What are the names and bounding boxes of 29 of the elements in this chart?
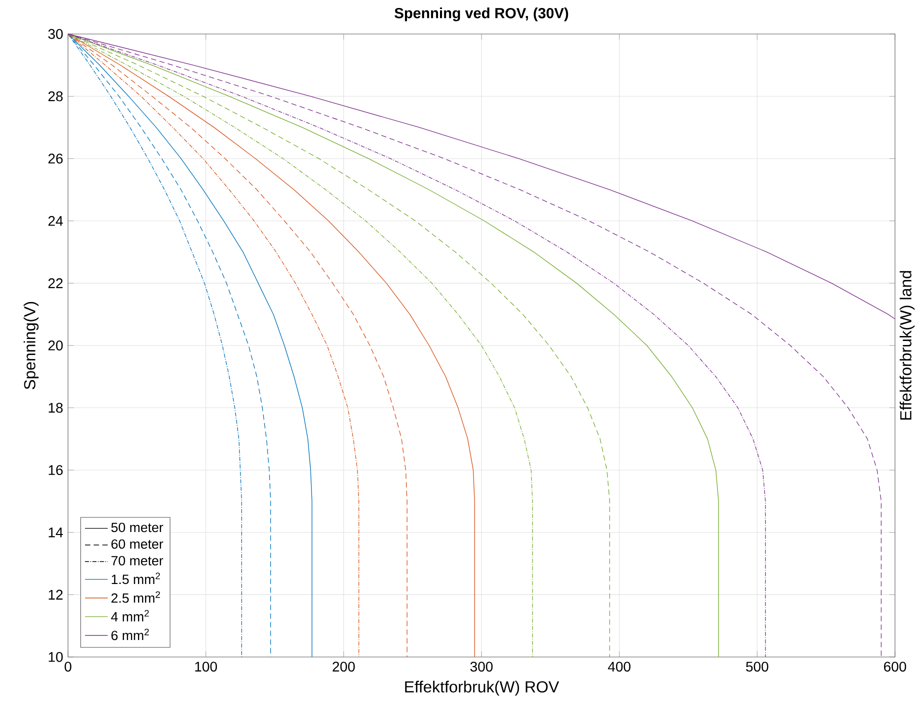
x-tick-label: 300 [470, 662, 493, 672]
y-tick-label: 30 [48, 29, 63, 39]
legend-label: 2.5 mm$^{2}$ [111, 591, 160, 603]
y-tick-label: 14 [48, 528, 63, 538]
y-tick-label: 24 [48, 216, 63, 226]
legend-label: 4 mm$^{2}$ [111, 610, 149, 622]
legend-label: 70 meter [111, 556, 164, 566]
x-tick-label: 100 [195, 662, 217, 672]
y2-axis-title: Effektforbruk(W) land [900, 271, 915, 420]
legend-label: 1.5 mm$^{2}$ [112, 572, 160, 584]
y-tick-label: 26 [48, 154, 63, 164]
y-tick-label: 20 [48, 340, 63, 350]
y-tick-label: 28 [48, 91, 63, 102]
x-axis-title: Effektforbruk(W) ROV [405, 680, 560, 696]
legend-label: 50 meter [111, 522, 164, 532]
x-tick-label: 400 [608, 662, 630, 672]
y-tick-label: 12 [48, 590, 63, 600]
y-axis-title: Spenning(V) [24, 302, 39, 390]
chart-title: Spenning ved ROV, (30V) [394, 8, 568, 22]
y-tick-label: 18 [48, 402, 63, 413]
y-tick-label: 22 [48, 278, 63, 288]
x-tick-label: 600 [884, 662, 906, 672]
legend-label: 6 mm$^{2}$ [111, 628, 149, 640]
x-tick-label: 200 [332, 662, 355, 672]
x-tick-label: 0 [64, 662, 72, 672]
y-tick-label: 16 [48, 465, 63, 476]
legend-label: 60 meter [111, 539, 164, 549]
y-tick-label: 10 [48, 652, 63, 662]
x-tick-label: 500 [746, 662, 768, 672]
